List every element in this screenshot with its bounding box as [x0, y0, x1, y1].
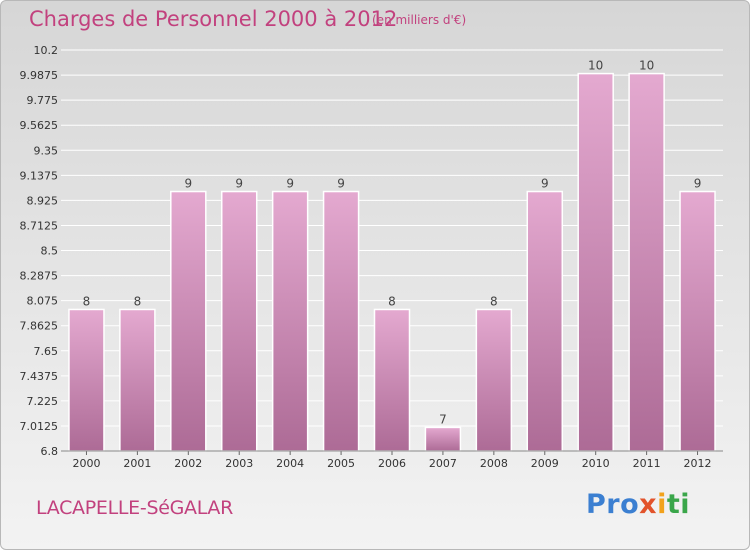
data-label: 8	[134, 294, 142, 308]
y-axis: 6.8 7.0125 7.225 7.4375 7.65 7.8625 8.075 8.287…	[20, 44, 59, 458]
bar-2003	[220, 190, 258, 452]
x-axis: 2000 2001 2002 2003 2004 2005 2006 2007 2008 2009…	[61, 450, 723, 470]
commune-name: LACAPELLE-SéGALAR	[36, 497, 234, 519]
data-label: 8	[490, 294, 498, 308]
bar-2006	[373, 308, 411, 452]
bar-2007	[424, 426, 462, 452]
y-tick-label: 9.775	[27, 94, 59, 107]
y-tick-label: 10.2	[34, 44, 59, 57]
x-tick-label: 2002	[174, 457, 202, 470]
x-tick-label: 2005	[327, 457, 355, 470]
logo-part-2: x	[639, 489, 658, 520]
data-labels: 8 8 9 9 9 9 8 7 8 9 10 10 9	[83, 59, 702, 427]
bar-2005	[322, 190, 360, 452]
chart-title: Charges de Personnel 2000 à 2012	[29, 7, 398, 31]
x-tick-label: 2012	[684, 457, 712, 470]
data-label: 7	[439, 412, 447, 426]
x-tick-label: 2010	[582, 457, 610, 470]
logo-part-3: i	[657, 489, 667, 520]
data-label: 9	[286, 177, 294, 191]
x-tick-label: 2011	[633, 457, 661, 470]
x-tick-label: 2006	[378, 457, 406, 470]
x-tick-label: 2004	[276, 457, 304, 470]
data-label: 9	[235, 177, 243, 191]
proxiti-logo[interactable]: Proxiti	[586, 489, 690, 520]
chart-unit: (en milliers d'€)	[372, 13, 467, 27]
data-label: 8	[83, 294, 91, 308]
logo-part-4: ti	[666, 489, 691, 520]
bar-2010	[577, 72, 614, 452]
data-label: 8	[388, 294, 396, 308]
y-tick-label: 8.2875	[20, 270, 59, 283]
x-tick-label: 2000	[72, 457, 100, 470]
y-tick-label: 7.0125	[20, 420, 59, 433]
bars	[68, 72, 716, 452]
y-tick-label: 8.7125	[20, 219, 59, 232]
bar-2011	[628, 72, 665, 452]
bar-2012	[679, 190, 716, 452]
x-tick-label: 2001	[123, 457, 151, 470]
bar-2009	[526, 190, 564, 452]
data-label: 9	[694, 177, 702, 191]
y-tick-label: 7.4375	[20, 370, 59, 383]
data-label: 10	[588, 59, 603, 73]
bar-2004	[271, 190, 309, 452]
data-label: 9	[184, 177, 192, 191]
y-tick-label: 7.225	[27, 395, 59, 408]
y-tick-label: 7.8625	[20, 320, 59, 333]
bar-2000	[68, 308, 105, 452]
y-tick-label: 8.5	[41, 245, 59, 258]
data-label: 9	[541, 177, 549, 191]
y-tick-label: 8.075	[27, 295, 59, 308]
bar-2002	[170, 190, 207, 452]
y-tick-label: 6.8	[41, 445, 59, 458]
y-tick-label: 9.1375	[20, 169, 59, 182]
y-tick-label: 9.5625	[20, 119, 59, 132]
x-tick-label: 2008	[480, 457, 508, 470]
bar-2008	[475, 308, 513, 452]
bar-2001	[119, 308, 156, 452]
x-tick-label: 2007	[429, 457, 457, 470]
data-label: 10	[639, 59, 654, 73]
logo-part-1: Pro	[586, 489, 640, 520]
data-label: 9	[337, 177, 345, 191]
y-tick-label: 9.35	[34, 144, 59, 157]
x-tick-label: 2009	[531, 457, 559, 470]
x-tick-label: 2003	[225, 457, 253, 470]
y-tick-label: 7.65	[34, 345, 59, 358]
y-tick-label: 8.925	[27, 194, 59, 207]
y-tick-label: 9.9875	[20, 69, 59, 82]
